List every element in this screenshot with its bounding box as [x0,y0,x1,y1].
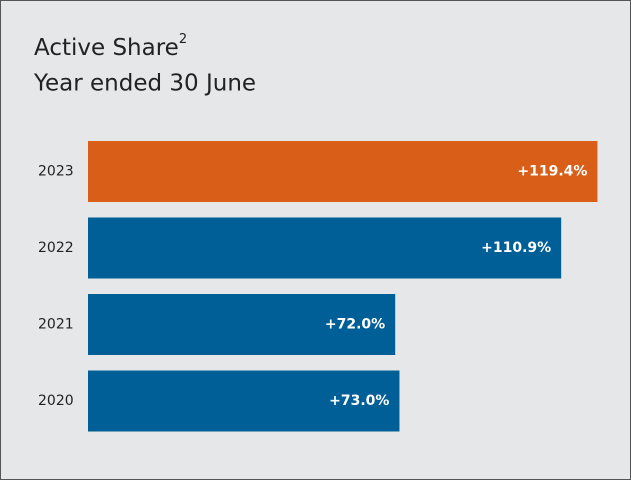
y-tick-label: 2021 [38,317,74,333]
bar [88,294,396,355]
value-label: +73.0% [329,393,389,409]
chart-title: Active Share2 [34,32,187,61]
value-label: +72.0% [325,317,385,333]
y-tick-label: 2022 [38,240,74,256]
y-tick-label: 2020 [38,393,74,409]
chart-subtitle: Year ended 30 June [33,71,256,97]
value-label: +119.4% [517,164,587,180]
bar [88,217,562,279]
y-tick-label: 2023 [38,164,74,180]
bar [88,141,598,202]
title-text: Active Share [34,35,179,61]
bar [88,370,400,432]
title-note: 2 [179,32,187,47]
value-label: +110.9% [481,240,551,256]
